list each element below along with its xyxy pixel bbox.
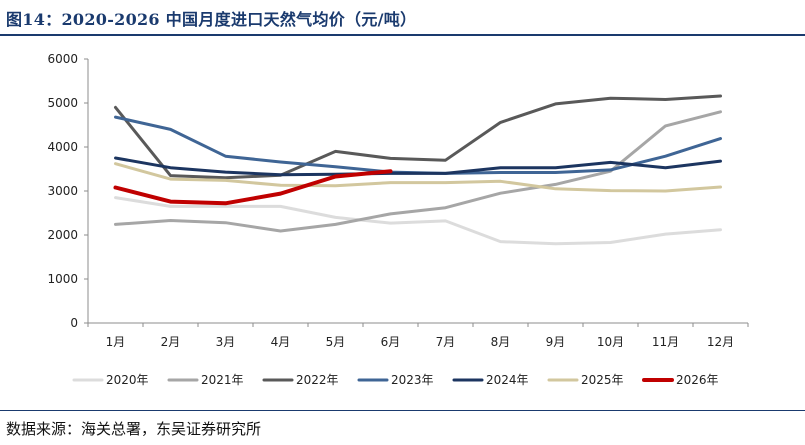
- legend-label: 2023年: [391, 373, 434, 387]
- legend-label: 2020年: [106, 373, 149, 387]
- legend-label: 2025年: [581, 373, 624, 387]
- y-tick-label: 3000: [47, 184, 78, 198]
- x-tick-label: 10月: [597, 335, 624, 349]
- series-line-2026年: [113, 169, 393, 206]
- x-tick-label: 7月: [436, 335, 456, 349]
- x-tick-label: 12月: [707, 335, 734, 349]
- line-chart: 0 1000 2000 3000 4000 5000 6000 1月 2月 3月 4月 5月 6月 7月 8…: [47, 52, 749, 387]
- figure-title: 图14：2020-2026 中国月度进口天然气均价（元/吨）: [6, 10, 417, 29]
- y-tick-label: 6000: [47, 52, 78, 66]
- x-tick-label: 5月: [326, 335, 346, 349]
- legend-label: 2024年: [486, 373, 529, 387]
- x-tick-label: 6月: [381, 335, 401, 349]
- chart-series-lines: [113, 94, 722, 246]
- legend-label: 2021年: [201, 373, 244, 387]
- legend-label: 2026年: [676, 373, 719, 387]
- source-rule: [0, 410, 805, 411]
- y-tick-label: 5000: [47, 96, 78, 110]
- x-tick-label: 3月: [216, 335, 236, 349]
- y-tick-label: 0: [70, 316, 78, 330]
- x-tick-label: 2月: [161, 335, 181, 349]
- y-tick-label: 4000: [47, 140, 78, 154]
- y-tick-label: 1000: [47, 272, 78, 286]
- legend-label: 2022年: [296, 373, 339, 387]
- series-line-2024年: [114, 156, 722, 177]
- series-line-2020年: [114, 196, 722, 246]
- data-source-note: 数据来源：海关总署，东吴证券研究所: [6, 420, 262, 438]
- x-tick-label: 1月: [106, 335, 126, 349]
- x-tick-label: 9月: [546, 335, 566, 349]
- series-line-2022年: [114, 94, 722, 180]
- x-tick-label: 8月: [491, 335, 511, 349]
- title-rule: [0, 34, 805, 36]
- chart-legend: 2020年 2021年 2022年 2023年 2024年 2025年 2026年: [72, 373, 719, 387]
- y-tick-label: 2000: [47, 228, 78, 242]
- x-tick-label: 11月: [652, 335, 679, 349]
- series-line-2025年: [114, 162, 722, 193]
- chart-axes: 0 1000 2000 3000 4000 5000 6000 1月 2月 3月 4月 5月 6月 7月 8…: [47, 52, 749, 349]
- x-tick-label: 4月: [271, 335, 291, 349]
